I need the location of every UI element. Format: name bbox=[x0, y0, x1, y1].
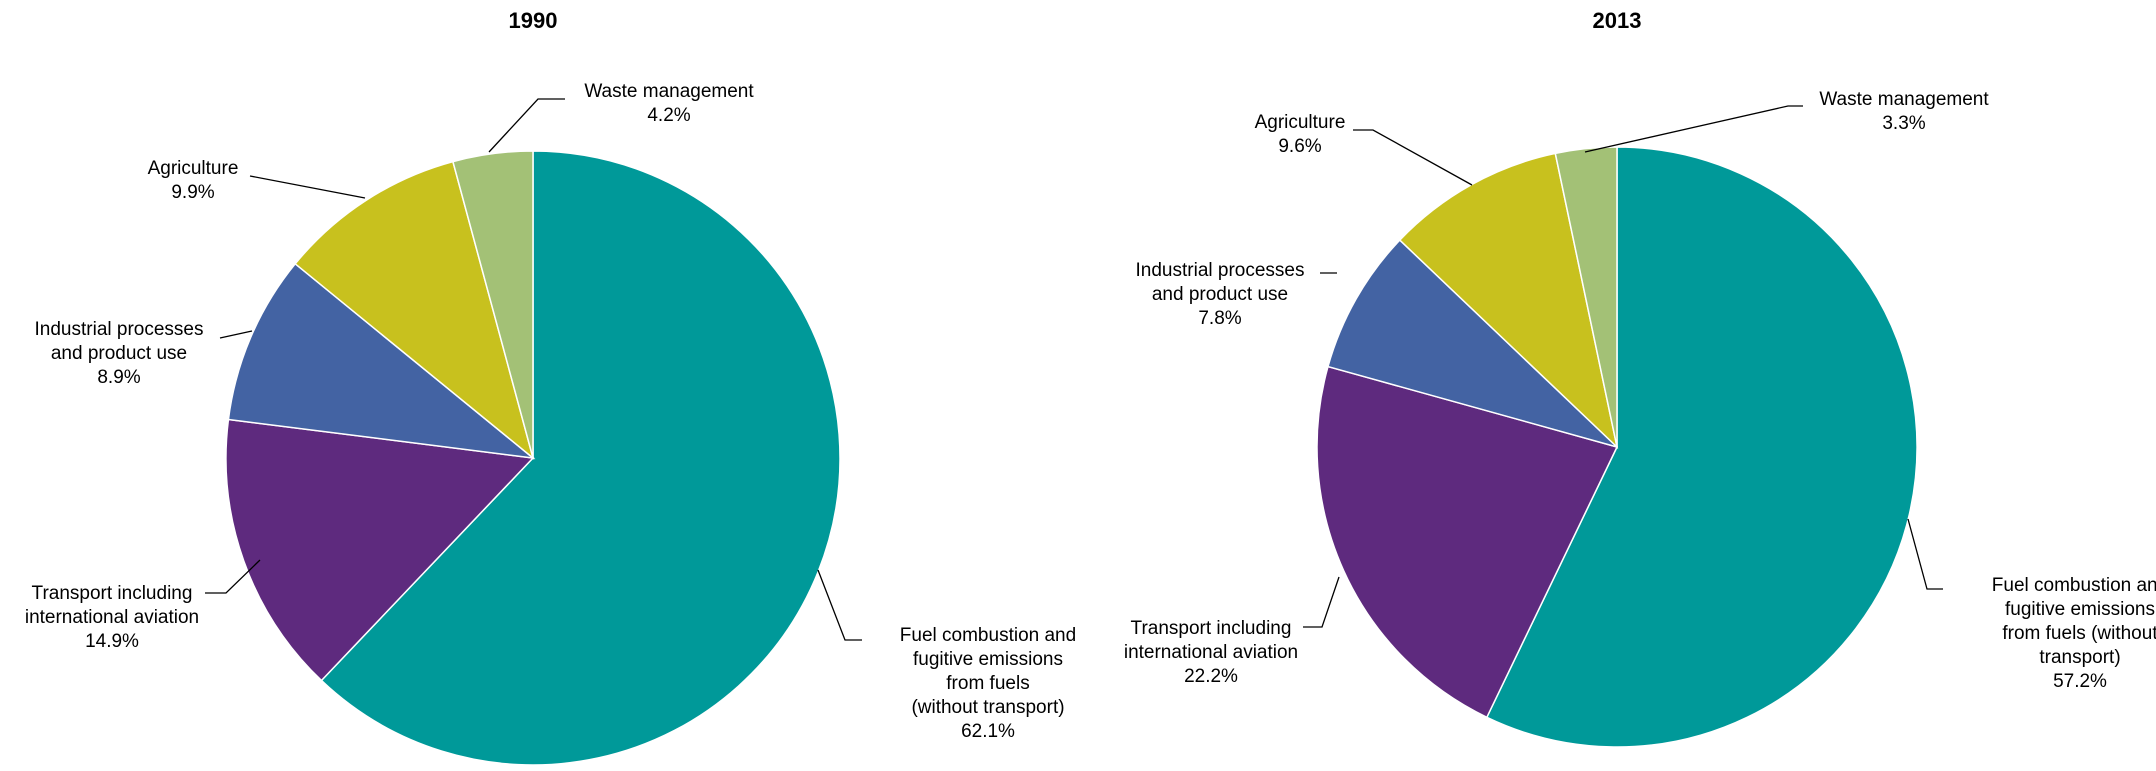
slice-value-agriculture: 9.9% bbox=[171, 182, 214, 203]
slice-label-industrial-processes: and product use bbox=[1152, 284, 1288, 305]
leader-line-waste-management bbox=[488, 98, 565, 153]
slice-value-agriculture: 9.6% bbox=[1278, 136, 1321, 157]
slice-label-fuel-combustion: (without transport) bbox=[911, 697, 1064, 718]
slice-label-waste-management: Waste management bbox=[584, 81, 754, 102]
slice-label-fuel-combustion: fugitive emissions bbox=[2005, 599, 2155, 620]
leader-line-agriculture bbox=[1353, 129, 1473, 186]
chart-title: 2013 bbox=[1593, 8, 1642, 33]
slice-value-transport: 22.2% bbox=[1184, 666, 1238, 687]
pie-slice-transport bbox=[1316, 365, 1619, 719]
slice-label-fuel-combustion: from fuels (without bbox=[2002, 623, 2156, 644]
slice-label-fuel-combustion: fugitive emissions bbox=[913, 649, 1063, 670]
slice-label-transport: Transport including bbox=[1131, 618, 1292, 639]
leader-line-fuel-combustion bbox=[817, 569, 862, 641]
leader-line-industrial-processes bbox=[219, 330, 253, 339]
slice-label-waste-management: Waste management bbox=[1819, 89, 1989, 110]
slice-value-industrial-processes: 8.9% bbox=[97, 367, 140, 388]
pie-slice-waste-management bbox=[452, 150, 534, 459]
slice-value-fuel-combustion: 62.1% bbox=[961, 721, 1015, 742]
slice-label-industrial-processes: Industrial processes bbox=[35, 319, 204, 340]
slice-label-fuel-combustion: Fuel combustion and bbox=[1992, 575, 2156, 596]
pie-chart-1990: 1990 Fuel combustion and fugitive emission… bbox=[25, 8, 1076, 766]
pie-slice-industrial-processes bbox=[227, 262, 536, 460]
pie-slice-fuel-combustion bbox=[320, 150, 841, 766]
leader-line-agriculture bbox=[249, 175, 366, 199]
slice-value-waste-management: 3.3% bbox=[1882, 113, 1925, 134]
slice-label-agriculture: Agriculture bbox=[148, 158, 239, 179]
slice-label-transport: Transport including bbox=[32, 583, 193, 604]
leader-line-transport bbox=[1303, 576, 1340, 628]
chart-title: 1990 bbox=[509, 8, 558, 33]
slice-label-fuel-combustion: Fuel combustion and bbox=[900, 625, 1076, 646]
slice-label-industrial-processes: Industrial processes bbox=[1136, 260, 1305, 281]
slice-value-transport: 14.9% bbox=[85, 631, 139, 652]
slice-label-transport: international aviation bbox=[25, 607, 199, 628]
pie-chart-2013: 2013 Fuel combustion and fugitive emission… bbox=[1124, 8, 2156, 748]
pie-slice-agriculture bbox=[294, 160, 535, 461]
slice-label-fuel-combustion: transport) bbox=[2039, 647, 2120, 668]
leader-line-fuel-combustion bbox=[1907, 518, 1943, 590]
leader-line-waste-management bbox=[1584, 105, 1803, 153]
slice-label-fuel-combustion: from fuels bbox=[946, 673, 1029, 694]
leader-line-transport bbox=[205, 559, 261, 594]
pie-slice-transport bbox=[225, 418, 535, 682]
slice-label-industrial-processes: and product use bbox=[51, 343, 187, 364]
pie-slice-waste-management bbox=[1554, 146, 1618, 448]
slice-value-fuel-combustion: 57.2% bbox=[2053, 671, 2107, 692]
slice-value-waste-management: 4.2% bbox=[647, 105, 690, 126]
slice-label-transport: international aviation bbox=[1124, 642, 1298, 663]
pie-slice-industrial-processes bbox=[1327, 239, 1618, 448]
pie-slice-fuel-combustion bbox=[1485, 146, 1918, 748]
slice-value-industrial-processes: 7.8% bbox=[1198, 308, 1241, 329]
slice-label-agriculture: Agriculture bbox=[1255, 112, 1346, 133]
